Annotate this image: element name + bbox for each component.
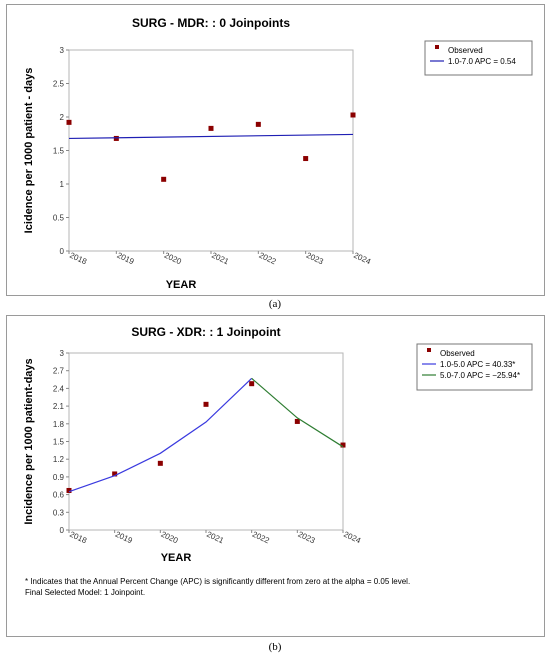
chart-a-series-line-1 (68, 133, 354, 140)
chart-a-y-tick-label: 2 (60, 113, 65, 122)
chart-a-x-tick-label: 2022 (257, 251, 277, 267)
chart-b-x-tick-label: 2021 (205, 530, 225, 546)
chart-b-title: SURG - XDR: : 1 Joinpoint (131, 325, 280, 339)
chart-b-observed-point (112, 471, 118, 477)
chart-panel-a: SURG - MDR: : 0 Joinpoints 0 0.5 1 1.5 2 2.5 3 2… (6, 4, 545, 296)
chart-b-y-tick-label: 2.7 (53, 367, 65, 376)
chart-a-x-tick-label: 2020 (163, 251, 183, 267)
chart-b-y-tick-label: 2.1 (53, 402, 65, 411)
chart-a-observed-point (255, 121, 261, 127)
chart-b-observed-point (340, 442, 346, 448)
chart-a-x-tick-label: 2018 (68, 251, 88, 267)
caption-b: (b) (268, 641, 282, 653)
chart-panel-b: SURG - XDR: : 1 Joinpoint 0 0.3 0.6 0.9 1.2 1.… (6, 315, 545, 637)
chart-a-plot-frame (68, 49, 354, 252)
footnote-asterisk: * Indicates that the Annual Percent Chan… (25, 577, 411, 586)
chart-b-observed-point (203, 401, 209, 407)
chart-a-y-tick-label: 2.5 (53, 80, 65, 89)
chart-b-x-tick-label: 2024 (342, 530, 362, 546)
chart-a-observed-point (161, 176, 167, 182)
chart-b-plot-frame (68, 352, 344, 531)
chart-b-y-tick-label: 3 (60, 349, 65, 358)
chart-a-observed-point (208, 125, 214, 131)
chart-b-legend-box (416, 343, 533, 391)
chart-a-x-axis-title: YEAR (166, 279, 197, 291)
chart-b-y-tick-label: 0 (60, 526, 65, 535)
chart-b-series-line-2 (251, 377, 344, 448)
chart-b-x-tick-label: 2022 (251, 530, 271, 546)
chart-b-svg: SURG - XDR: : 1 Joinpoint 0 0.3 0.6 0.9 1.2 1.… (23, 325, 533, 564)
chart-b-y-axis-title: Incidence per 1000 patient-days (23, 358, 35, 524)
chart-a-x-tick-label: 2021 (210, 251, 230, 267)
chart-b-legend-label: Observed (440, 349, 475, 358)
chart-a-x-tick-label: 2024 (352, 251, 372, 267)
chart-b-y-tick-label: 0.3 (53, 508, 65, 517)
chart-b-legend-label: 5.0-7.0 APC = −25.94* (440, 371, 520, 380)
chart-b-x-tick-label: 2019 (114, 530, 134, 546)
chart-b-y-tick-label: 1.8 (53, 420, 65, 429)
chart-b-y-tick-label: 2.4 (53, 384, 65, 393)
chart-a-observed-point (113, 135, 119, 141)
chart-a-y-axis-title: Icidence per 1000 patient - days (23, 68, 35, 234)
chart-a-x-tick-label: 2023 (305, 251, 325, 267)
chart-a-title: SURG - MDR: : 0 Joinpoints (132, 16, 290, 30)
chart-b-y-tick-label: 1.2 (53, 455, 65, 464)
chart-a-observed-point (303, 156, 309, 162)
chart-a-observed-point (350, 112, 356, 118)
chart-b-x-tick-label: 2023 (296, 530, 316, 546)
chart-a-y-tick-label: 0.5 (53, 214, 65, 223)
chart-b-observed-point (249, 381, 255, 387)
chart-b-x-tick-label: 2018 (68, 530, 88, 546)
chart-a-legend-label: Observed (448, 46, 483, 55)
chart-a-svg: SURG - MDR: : 0 Joinpoints 0 0.5 1 1.5 2 2.5 3 2… (23, 16, 533, 291)
chart-b-x-axis-title: YEAR (161, 552, 192, 564)
chart-b-x-tick-label: 2020 (159, 530, 179, 546)
chart-b-y-tick-label: 1.5 (53, 438, 65, 447)
chart-b-observed-point (157, 460, 163, 466)
chart-b-observed-point (294, 418, 300, 424)
footnote-final-model: Final Selected Model: 1 Joinpoint. (25, 588, 146, 597)
chart-b-y-tick-label: 0.9 (53, 473, 65, 482)
caption-a: (a) (268, 298, 282, 310)
chart-b-observed-point (66, 487, 72, 493)
chart-a-legend-label: 1.0-7.0 APC = 0.54 (448, 57, 516, 66)
chart-b-series-line-1 (68, 377, 253, 493)
chart-a-y-tick-label: 1 (60, 180, 65, 189)
chart-b-y-tick-label: 0.6 (53, 491, 65, 500)
chart-a-observed-point (66, 119, 72, 125)
chart-a-legend-box (424, 40, 533, 76)
chart-a-legend-swatch-point (435, 45, 439, 49)
chart-a-y-tick-label: 3 (60, 46, 65, 55)
chart-b-legend-label: 1.0-5.0 APC = 40.33* (440, 360, 515, 369)
chart-a-y-tick-label: 0 (60, 247, 65, 256)
chart-a-x-tick-label: 2019 (115, 251, 135, 267)
chart-b-legend-swatch-point (427, 348, 431, 352)
chart-a-y-tick-label: 1.5 (53, 147, 65, 156)
